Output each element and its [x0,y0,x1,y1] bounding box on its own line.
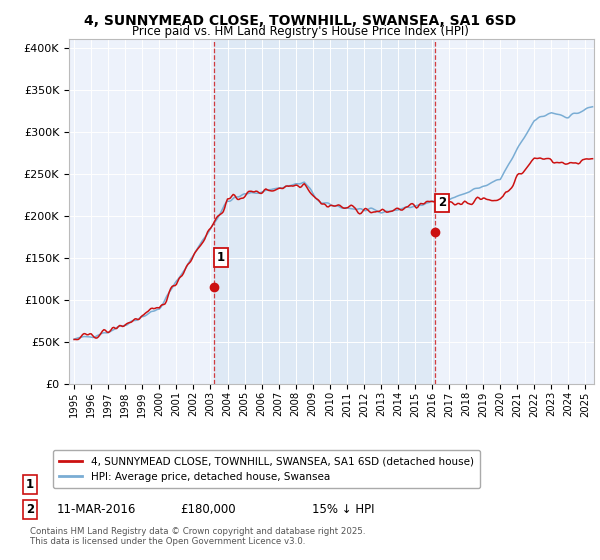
Text: Price paid vs. HM Land Registry's House Price Index (HPI): Price paid vs. HM Land Registry's House … [131,25,469,38]
Text: 1: 1 [217,251,225,264]
Text: 21-MAR-2003: 21-MAR-2003 [57,478,136,491]
Text: £180,000: £180,000 [180,503,236,516]
Text: Contains HM Land Registry data © Crown copyright and database right 2025.
This d: Contains HM Land Registry data © Crown c… [30,526,365,546]
Text: 2: 2 [438,197,446,209]
Text: 4, SUNNYMEAD CLOSE, TOWNHILL, SWANSEA, SA1 6SD: 4, SUNNYMEAD CLOSE, TOWNHILL, SWANSEA, S… [84,14,516,28]
Text: 1: 1 [26,478,34,491]
Text: 2: 2 [26,503,34,516]
Text: 11-MAR-2016: 11-MAR-2016 [57,503,136,516]
Text: 15% ↓ HPI: 15% ↓ HPI [312,503,374,516]
Legend: 4, SUNNYMEAD CLOSE, TOWNHILL, SWANSEA, SA1 6SD (detached house), HPI: Average pr: 4, SUNNYMEAD CLOSE, TOWNHILL, SWANSEA, S… [53,450,480,488]
Text: 1% ↓ HPI: 1% ↓ HPI [312,478,367,491]
Text: £114,995: £114,995 [180,478,236,491]
Bar [214,39,436,384]
